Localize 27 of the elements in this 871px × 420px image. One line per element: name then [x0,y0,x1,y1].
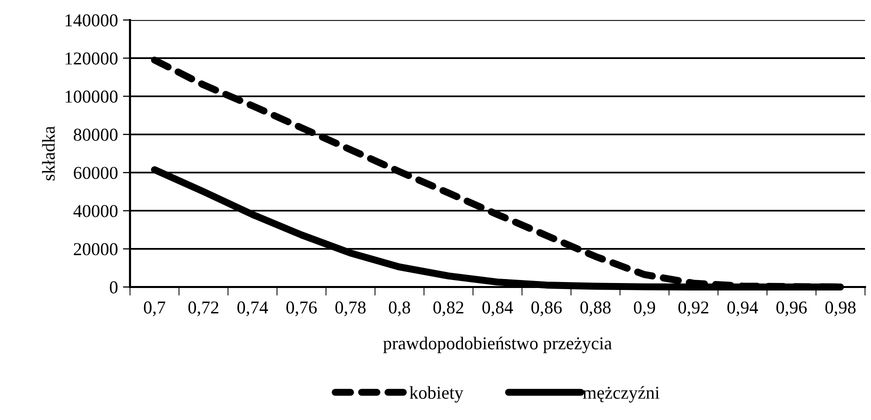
x-tick-label: 0,7 [144,301,166,316]
x-tick-label: 0,74 [237,301,268,316]
x-tick-label: 0,92 [678,301,708,316]
x-tick-label: 0,8 [388,301,410,316]
y-tick-label: 20000 [74,243,118,256]
x-tick-label: 0,86 [531,301,562,316]
x-tick-label: 0,98 [825,301,856,316]
y-tick-label: 100000 [66,90,118,103]
y-tick-label: 120000 [66,52,118,65]
y-tick-label: 140000 [66,14,118,26]
x-tick-label: 0,88 [580,301,611,316]
x-axis-title: prawdopodobieństwo przeżycia [383,336,612,354]
y-tick-label: 0 [110,281,118,294]
legend-label: kobiety [410,386,464,403]
x-tick-label: 0,96 [776,301,807,316]
y-axis-title: składka [42,126,55,180]
y-tick-label: 80000 [74,128,118,141]
y-tick-label: 60000 [74,166,118,180]
x-tick-label: 0,78 [335,301,366,316]
x-tick-label: 0,94 [727,301,758,316]
x-tick-label: 0,84 [482,301,514,316]
x-tick-label: 0,9 [634,301,656,316]
x-tick-label: 0,82 [433,301,464,316]
x-tick-label: 0,76 [286,301,317,316]
y-tick-label: 40000 [73,204,118,218]
x-tick-label: 0,72 [188,301,218,316]
legend-label: mężczyźni [582,386,660,403]
